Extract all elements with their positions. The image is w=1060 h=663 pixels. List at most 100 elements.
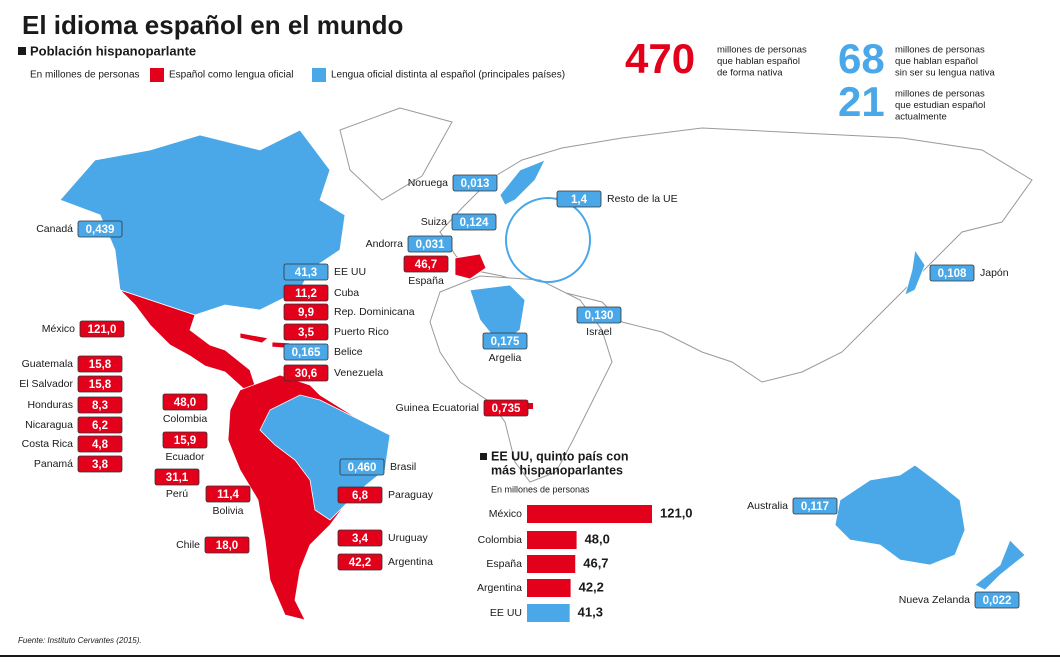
value-box — [283, 364, 329, 382]
value-box — [339, 458, 385, 476]
country-name: Andorra — [366, 238, 404, 250]
stat-text: sin ser su lengua nativa — [895, 68, 996, 79]
chart-title: EE UU, quinto país con — [491, 449, 629, 463]
value-box — [77, 396, 123, 414]
category-label: México — [489, 508, 522, 520]
value-box — [337, 486, 383, 504]
legend-swatch — [150, 68, 164, 82]
bar-value-label: 46,7 — [583, 555, 608, 570]
equatorial-guinea — [525, 403, 533, 409]
value-label: 6,8 — [352, 490, 369, 502]
title: El idioma español en el mundo — [22, 10, 403, 40]
bar-value-label: 42,2 — [579, 579, 604, 594]
bar — [527, 505, 652, 523]
value-label: 30,6 — [295, 368, 317, 380]
japan — [904, 248, 926, 296]
legend-label: Español como lengua oficial — [169, 70, 294, 81]
value-label: 41,3 — [295, 267, 317, 279]
value-label: 42,2 — [349, 557, 371, 569]
country-name: Canadá — [36, 223, 73, 235]
algeria — [469, 284, 526, 346]
category-label: España — [486, 558, 522, 570]
bar-value-label: 41,3 — [578, 604, 603, 619]
value-box — [77, 355, 123, 373]
value-box — [556, 190, 602, 208]
value-label: 1,4 — [571, 194, 588, 206]
value-box — [283, 303, 329, 321]
value-label: 121,0 — [88, 324, 117, 336]
value-label: 8,3 — [92, 400, 108, 412]
africa — [429, 275, 613, 483]
value-label: 15,9 — [174, 435, 196, 447]
value-label: 0,124 — [460, 217, 489, 229]
country-name: Israel — [586, 326, 612, 338]
value-box — [337, 529, 383, 547]
country-name: España — [408, 275, 444, 287]
spain — [454, 253, 487, 280]
greenland — [339, 107, 453, 201]
value-box — [452, 174, 498, 192]
value-label: 0,022 — [983, 595, 1012, 607]
value-box — [77, 375, 123, 393]
value-box — [77, 220, 123, 238]
value-label: 11,2 — [295, 288, 317, 300]
value-box — [283, 284, 329, 302]
country-name: EE UU — [334, 266, 366, 278]
category-label: Argentina — [477, 582, 522, 594]
value-label: 0,130 — [585, 310, 614, 322]
value-label: 3,5 — [298, 327, 315, 339]
chart-subtitle: En millones de personas — [491, 484, 590, 494]
value-box — [77, 435, 123, 453]
value-box — [283, 343, 329, 361]
stat-number: 21 — [838, 78, 885, 125]
eu-circle — [505, 197, 591, 283]
value-box — [792, 497, 838, 515]
legend-label: Lengua oficial distinta al español (prin… — [331, 70, 565, 81]
value-label: 6,2 — [92, 420, 108, 432]
value-box — [205, 485, 251, 503]
country-name: Puerto Rico — [334, 326, 389, 338]
value-label: 4,8 — [92, 439, 109, 451]
country-name: Costa Rica — [22, 438, 74, 450]
value-box — [154, 468, 200, 486]
country-name: Ecuador — [165, 451, 205, 463]
value-label: 46,7 — [415, 259, 437, 271]
caribbean — [239, 332, 291, 349]
bullet — [480, 453, 487, 460]
value-label: 18,0 — [216, 540, 238, 552]
value-label: 15,8 — [89, 379, 112, 391]
value-box — [77, 416, 123, 434]
bar — [527, 604, 570, 622]
value-label: 15,8 — [89, 359, 112, 371]
value-box — [576, 306, 622, 324]
value-label: 11,4 — [217, 489, 239, 501]
value-box — [337, 553, 383, 571]
country-name: Rep. Dominicana — [334, 306, 415, 318]
value-box — [204, 536, 250, 554]
value-label: 31,1 — [166, 472, 189, 484]
bar — [527, 531, 577, 549]
value-label: 0,735 — [492, 403, 521, 415]
value-label: 0,439 — [86, 224, 115, 236]
country-name: Guatemala — [22, 358, 74, 370]
value-label: 0,031 — [416, 239, 445, 251]
value-label: 0,117 — [801, 501, 829, 513]
value-box — [79, 320, 125, 338]
stat-text: de forma nativa — [717, 68, 783, 79]
country-name: Paraguay — [388, 489, 434, 501]
value-label: 0,175 — [491, 336, 520, 348]
country-name: Perú — [166, 488, 188, 500]
stat-text: que estudian español — [895, 100, 985, 111]
value-box — [403, 255, 449, 273]
bullet — [18, 47, 26, 55]
value-label: 3,4 — [352, 533, 369, 545]
country-name: México — [42, 323, 75, 335]
country-name: Japón — [980, 267, 1009, 279]
chart-title: más hispanoparlantes — [491, 463, 623, 477]
country-name: Panamá — [34, 458, 73, 470]
value-box — [451, 213, 497, 231]
value-box — [77, 455, 123, 473]
country-name: Colombia — [163, 413, 208, 425]
stat-text: actualmente — [895, 112, 947, 123]
country-name: Australia — [747, 500, 788, 512]
